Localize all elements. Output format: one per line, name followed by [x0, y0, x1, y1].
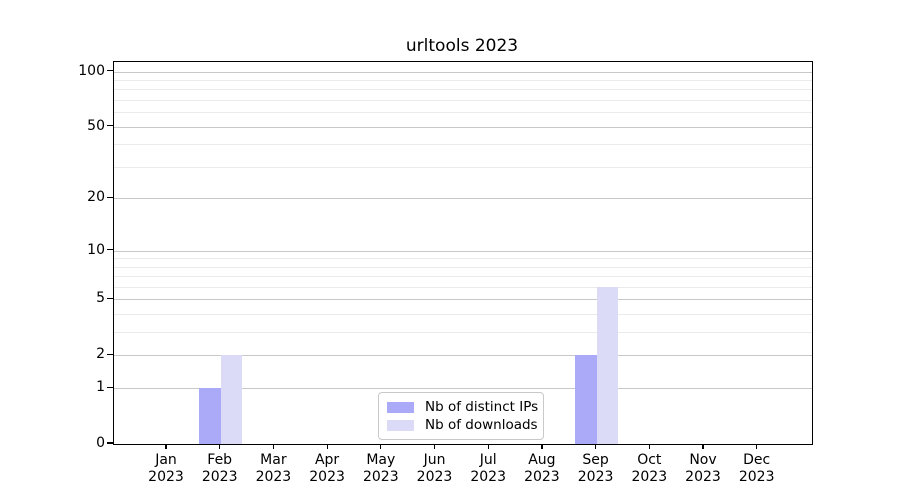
y-tick-label: 50	[87, 117, 105, 134]
major-gridline	[114, 388, 812, 390]
y-tick-mark	[107, 297, 113, 300]
legend-label: Nb of distinct IPs	[425, 399, 539, 415]
x-tick-label: Jan 2023	[131, 452, 201, 486]
legend-swatch	[387, 419, 414, 431]
x-tick-month: May	[366, 452, 396, 468]
major-gridline	[114, 71, 812, 73]
x-tick-mark	[272, 444, 275, 450]
x-tick-label: Jul 2023	[453, 452, 523, 486]
x-tick-month: Sep	[582, 452, 609, 468]
legend: Nb of distinct IPs Nb of downloads	[378, 392, 544, 440]
minor-gridline	[114, 144, 812, 146]
x-tick-month: Jun	[423, 452, 446, 468]
x-tick-month: Dec	[743, 452, 771, 468]
x-tick-mark	[380, 444, 382, 450]
minor-gridline	[114, 89, 812, 91]
minor-gridline	[114, 112, 812, 114]
minor-gridline	[114, 266, 812, 268]
x-tick-label: Oct 2023	[614, 452, 684, 486]
x-tick-year: 2023	[685, 469, 721, 485]
major-gridline	[114, 126, 812, 128]
x-tick-label: Dec 2023	[722, 452, 792, 486]
x-tick-mark	[702, 444, 704, 450]
x-tick-year: 2023	[631, 469, 668, 485]
minor-gridline	[114, 287, 812, 288]
x-tick-label: Feb 2023	[185, 452, 255, 486]
major-gridline	[114, 299, 812, 301]
y-tick-label: 2	[96, 346, 105, 363]
x-tick-month: Jul	[479, 452, 497, 468]
x-tick-year: 2023	[201, 469, 238, 485]
x-tick-mark	[541, 444, 543, 450]
x-tick-mark	[326, 444, 328, 450]
x-tick-label: Nov 2023	[668, 452, 738, 486]
legend-label: Nb of downloads	[425, 417, 538, 433]
y-tick-label: 1	[96, 379, 105, 396]
bar-nb-of-distinct-ips-sep	[575, 355, 597, 444]
x-tick-mark	[219, 444, 221, 450]
legend-row: Nb of distinct IPs	[387, 398, 538, 416]
major-gridline	[114, 198, 812, 200]
x-tick-year: 2023	[470, 469, 506, 485]
x-tick-mark	[433, 444, 436, 450]
chart-title: urltools 2023	[405, 36, 519, 56]
minor-gridline	[114, 314, 812, 316]
y-tick-mark	[107, 196, 113, 198]
x-tick-year: 2023	[362, 469, 399, 485]
x-tick-year: 2023	[148, 469, 184, 485]
y-tick-mark	[107, 70, 113, 72]
minor-gridline	[114, 80, 812, 81]
x-tick-label: May 2023	[346, 452, 416, 486]
x-tick-month: Nov	[689, 452, 717, 468]
x-tick-year: 2023	[309, 469, 345, 485]
y-tick-label: 100	[78, 62, 105, 79]
x-tick-mark	[648, 444, 650, 450]
x-tick-month: Apr	[314, 452, 340, 468]
y-tick-mark	[107, 125, 113, 127]
y-tick-label: 5	[96, 290, 105, 307]
x-tick-month: Aug	[528, 452, 556, 468]
y-tick-label: 0	[96, 435, 105, 451]
x-tick-mark	[487, 444, 489, 450]
x-tick-label: Jun 2023	[400, 452, 470, 486]
bar-nb-of-downloads-feb	[220, 355, 243, 444]
y-tick-label: 20	[87, 189, 105, 206]
x-tick-year: 2023	[738, 469, 775, 485]
x-tick-mark	[595, 444, 597, 450]
x-tick-mark	[165, 444, 167, 450]
plot-area	[113, 61, 813, 445]
x-tick-mark	[756, 444, 758, 450]
x-tick-month: Feb	[207, 452, 233, 468]
legend-swatch	[387, 401, 414, 413]
x-tick-label: Sep 2023	[561, 452, 631, 486]
minor-gridline	[114, 258, 812, 260]
x-tick-year: 2023	[255, 469, 292, 485]
x-tick-year: 2023	[577, 469, 614, 485]
x-tick-month: Mar	[260, 452, 287, 468]
y-tick-mark	[107, 248, 113, 251]
minor-gridline	[114, 166, 812, 168]
minor-gridline	[114, 100, 812, 101]
minor-gridline	[114, 332, 812, 334]
x-tick-month: Oct	[637, 452, 662, 468]
x-tick-year: 2023	[416, 469, 453, 485]
x-tick-month: Jan	[155, 452, 177, 468]
x-tick-label: Aug 2023	[507, 452, 577, 486]
y-tick-label: 10	[87, 241, 105, 258]
y-tick-mark	[107, 353, 113, 355]
bar-nb-of-distinct-ips-feb	[199, 388, 221, 444]
x-tick-label: Mar 2023	[238, 452, 308, 486]
legend-row: Nb of downloads	[387, 416, 538, 434]
x-tick-year: 2023	[524, 469, 560, 485]
major-gridline	[114, 250, 812, 252]
bar-nb-of-downloads-sep	[596, 287, 619, 444]
major-gridline	[114, 355, 812, 357]
y-tick-mark	[107, 386, 113, 388]
y-tick-mark	[107, 442, 113, 444]
x-tick-label: Apr 2023	[292, 452, 362, 486]
minor-gridline	[114, 276, 812, 278]
